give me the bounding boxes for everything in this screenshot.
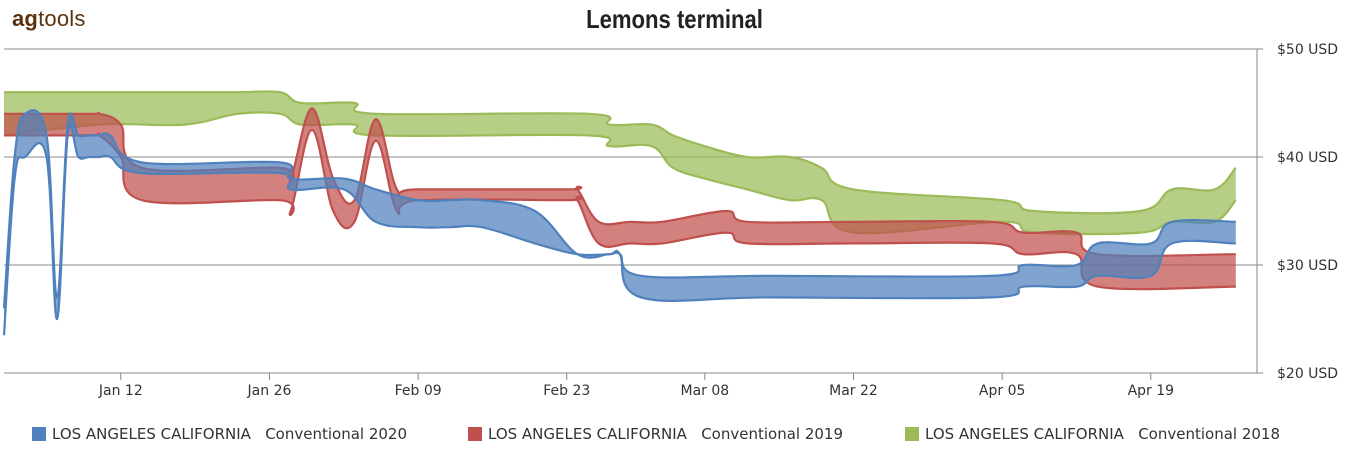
y-tick-label-2: $30 USD — [1277, 258, 1338, 274]
axes — [4, 49, 1258, 374]
legend-label-0: LOS ANGELES CALIFORNIA Conventional 2020 — [52, 425, 408, 443]
x-axis-labels: Jan 12 Jan 26 Feb 09 Feb 23 Mar 08 Mar 22 Apr … — [98, 373, 1174, 399]
agtools-logo[interactable]: agtools — [12, 6, 86, 32]
legend-swatch-1 — [468, 427, 482, 441]
series-band-2 — [4, 91, 1236, 235]
y-tick-label-0: $50 USD — [1277, 42, 1338, 58]
series-high-line-2 — [3, 90, 1237, 215]
x-tick-label-4: Mar 08 — [680, 383, 729, 399]
legend-item-1[interactable]: LOS ANGELES CALIFORNIA Conventional 2019 — [468, 425, 843, 443]
x-tick-label-1: Jan 26 — [247, 383, 292, 399]
y-tick-label-3: $20 USD — [1277, 366, 1338, 382]
legend-swatch-0 — [32, 427, 46, 441]
legend-item-2[interactable]: LOS ANGELES CALIFORNIA Conventional 2018 — [905, 425, 1280, 443]
legend-item-0[interactable]: LOS ANGELES CALIFORNIA Conventional 2020 — [32, 425, 407, 443]
logo-text-ag: ag — [12, 6, 39, 31]
x-tick-label-3: Feb 23 — [543, 383, 590, 399]
x-tick-label-6: Apr 05 — [979, 383, 1025, 399]
x-tick-label-2: Feb 09 — [395, 383, 442, 399]
legend-swatch-2 — [905, 427, 919, 441]
series-low-line-0 — [2, 124, 1236, 336]
series-band-0 — [4, 110, 1236, 336]
logo-text-tools: tools — [38, 6, 86, 31]
x-tick-label-5: Mar 22 — [829, 383, 878, 399]
x-tick-label-7: Apr 19 — [1128, 383, 1174, 399]
legend-label-2: LOS ANGELES CALIFORNIA Conventional 2018 — [925, 425, 1281, 443]
legend-label-1: LOS ANGELES CALIFORNIA Conventional 2019 — [488, 425, 844, 443]
y-axis-labels: $50 USD $40 USD $30 USD $20 USD — [1257, 42, 1338, 382]
chart-title: Lemons terminal — [586, 4, 763, 34]
series-0[interactable] — [2, 109, 1236, 336]
y-tick-label-1: $40 USD — [1277, 150, 1338, 166]
x-tick-label-0: Jan 12 — [98, 383, 143, 399]
series-areas — [2, 90, 1237, 336]
